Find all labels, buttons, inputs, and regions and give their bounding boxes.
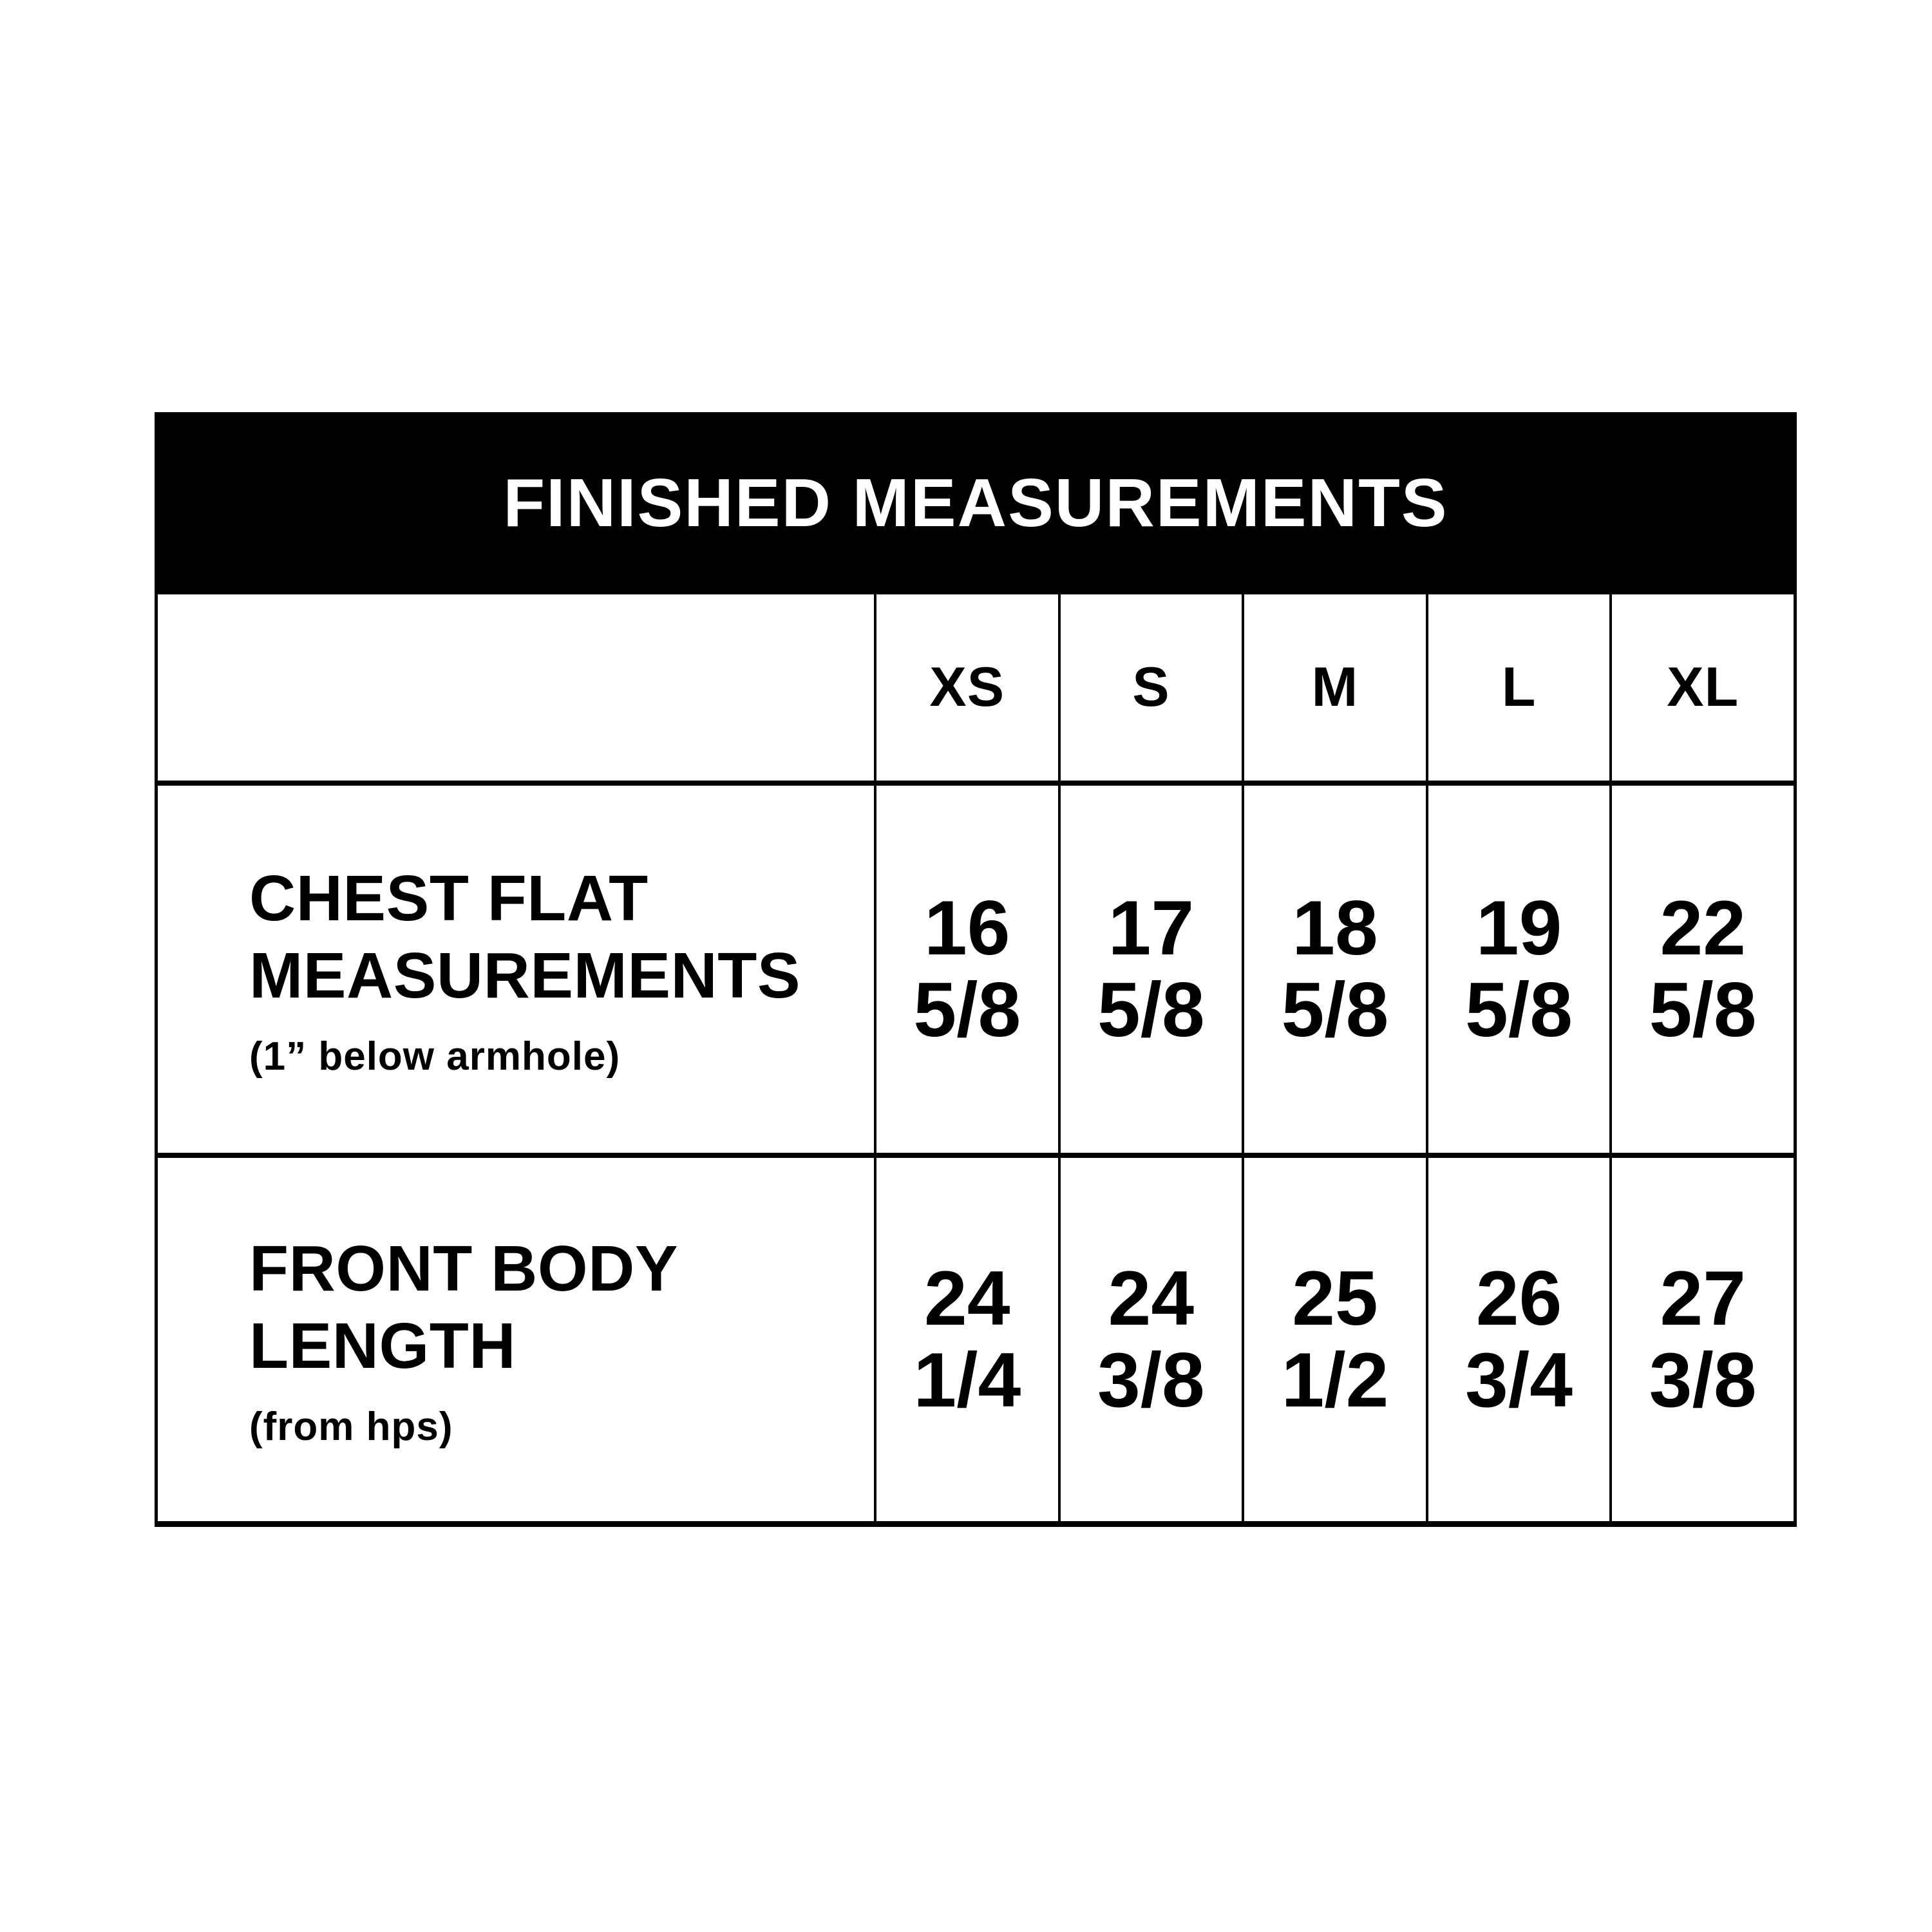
row-chest-flat-label: CHEST FLAT MEASUREMENTS bbox=[249, 862, 801, 1012]
row-front-body-note: (from hps) bbox=[249, 1404, 453, 1449]
cell-front-body-m: 25 1/2 bbox=[1242, 1153, 1426, 1521]
cell-chest-flat-xs: 16 5/8 bbox=[874, 781, 1058, 1153]
row-chest-flat-label-cell: CHEST FLAT MEASUREMENTS (1” below armhol… bbox=[158, 781, 874, 1153]
size-header-m: M bbox=[1242, 594, 1426, 781]
value-front-body-xs: 24 1/4 bbox=[913, 1255, 1021, 1423]
row-chest-flat-note: (1” below armhole) bbox=[249, 1034, 621, 1079]
value-front-body-s: 24 3/8 bbox=[1097, 1255, 1205, 1423]
cell-front-body-xl: 27 3/8 bbox=[1609, 1153, 1794, 1521]
value-chest-flat-s: 17 5/8 bbox=[1097, 884, 1205, 1053]
chart-title: FINISHED MEASUREMENTS bbox=[503, 465, 1448, 541]
corner-cell bbox=[158, 594, 874, 781]
size-header-xs: XS bbox=[874, 594, 1058, 781]
row-front-body-label-cell: FRONT BODY LENGTH (from hps) bbox=[158, 1153, 874, 1521]
cell-front-body-s: 24 3/8 bbox=[1057, 1153, 1242, 1521]
value-chest-flat-xl: 22 5/8 bbox=[1649, 884, 1757, 1053]
size-header-l: L bbox=[1425, 594, 1610, 781]
cell-front-body-l: 26 3/4 bbox=[1425, 1153, 1610, 1521]
value-chest-flat-xs: 16 5/8 bbox=[913, 884, 1021, 1053]
measurements-grid: XS S M L XL CHEST FLAT MEASUREMENTS (1” … bbox=[155, 594, 1797, 1527]
cell-front-body-xs: 24 1/4 bbox=[874, 1153, 1058, 1521]
row-front-body-label: FRONT BODY LENGTH bbox=[249, 1232, 677, 1382]
cell-chest-flat-s: 17 5/8 bbox=[1057, 781, 1242, 1153]
value-front-body-l: 26 3/4 bbox=[1465, 1255, 1573, 1423]
cell-chest-flat-xl: 22 5/8 bbox=[1609, 781, 1794, 1153]
value-chest-flat-l: 19 5/8 bbox=[1465, 884, 1573, 1053]
cell-chest-flat-l: 19 5/8 bbox=[1425, 781, 1610, 1153]
cell-chest-flat-m: 18 5/8 bbox=[1242, 781, 1426, 1153]
value-front-body-xl: 27 3/8 bbox=[1649, 1255, 1757, 1423]
finished-measurements-chart: FINISHED MEASUREMENTS XS S M L XL CHEST … bbox=[155, 412, 1797, 1527]
chart-title-bar: FINISHED MEASUREMENTS bbox=[155, 412, 1797, 594]
size-header-xl: XL bbox=[1609, 594, 1794, 781]
value-front-body-m: 25 1/2 bbox=[1281, 1255, 1389, 1423]
size-header-s: S bbox=[1057, 594, 1242, 781]
value-chest-flat-m: 18 5/8 bbox=[1281, 884, 1389, 1053]
